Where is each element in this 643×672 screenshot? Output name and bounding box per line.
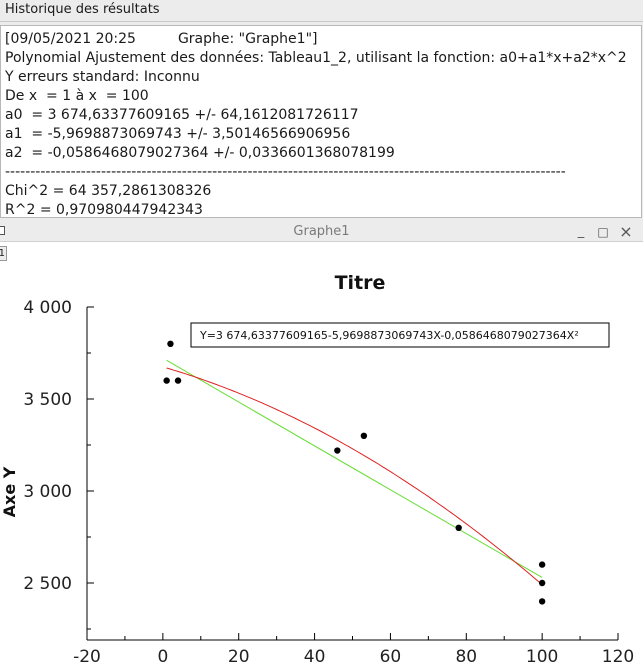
log-line-a1: a1 = -5,9698873069743 +/- 3,501465669069… xyxy=(5,126,351,142)
y-tick-label: 2 500 xyxy=(23,574,72,594)
y-axis-title: Axe Y xyxy=(0,466,19,517)
legend-equation: Y=3 674,63377609165-5,9698873069743X-0,0… xyxy=(199,329,579,342)
data-point xyxy=(538,561,546,568)
data-point xyxy=(455,524,462,531)
results-history-header: Historique des résultats xyxy=(0,0,643,22)
log-line-a0: a0 = 3 674,63377609165 +/- 64,1612081726… xyxy=(5,107,359,123)
data-point xyxy=(538,579,546,587)
minimize-button[interactable]: _ xyxy=(577,224,585,239)
data-point xyxy=(163,377,170,384)
x-tick-label: 0 xyxy=(157,647,168,667)
x-tick-label: 20 xyxy=(228,647,250,667)
results-history-title: Historique des résultats xyxy=(5,2,160,17)
graph-window: Graphe1 _ □ × 1 Titre Axe Y -20 0 20 40 60 80… xyxy=(0,222,643,672)
layer-button[interactable]: 1 xyxy=(0,246,7,261)
log-graph-ref: Graphe: "Graphe1"] xyxy=(177,31,318,47)
log-line-chi2: Chi^2 = 64 357,2861308326 xyxy=(5,183,212,199)
data-point xyxy=(538,598,546,605)
linear-fit-line xyxy=(166,359,543,578)
data-point xyxy=(174,377,182,384)
log-separator: ----------------------------------------… xyxy=(5,164,565,180)
y-tick-label: 4 000 xyxy=(23,298,72,318)
close-button[interactable]: × xyxy=(619,222,633,241)
log-line-errors: Y erreurs standard: Inconnu xyxy=(5,69,200,85)
window-menu-icon[interactable] xyxy=(0,226,5,235)
x-tick-label: 60 xyxy=(380,647,402,667)
graph-titlebar[interactable]: Graphe1 _ □ × xyxy=(0,222,643,242)
axes: -20 0 20 40 60 80 100 120 2 500 3 000 3 500 4 000 xyxy=(23,298,634,667)
log-line-method: Polynomial Ajustement des données: Table… xyxy=(5,50,627,66)
x-tick-label: -20 xyxy=(73,647,101,667)
graph-window-title: Graphe1 xyxy=(293,224,350,239)
x-tick-label: 40 xyxy=(304,647,326,667)
maximize-button[interactable]: □ xyxy=(597,225,609,239)
log-timestamp: [09/05/2021 20:25 xyxy=(5,31,136,47)
x-tick-label: 100 xyxy=(526,647,558,667)
chart-title: Titre xyxy=(335,272,386,294)
log-line-r2: R^2 = 0,970980447942343 xyxy=(5,202,203,218)
log-header-line: [09/05/2021 20:25 Graphe: "Graphe1"] xyxy=(5,30,641,49)
legend-box[interactable]: Y=3 674,63377609165-5,9698873069743X-0,0… xyxy=(190,322,610,348)
log-line-range: De x = 1 à x = 100 xyxy=(5,88,149,104)
series-layer xyxy=(163,340,546,605)
y-tick-label: 3 500 xyxy=(23,390,72,410)
polynomial-fit-curve xyxy=(166,367,543,585)
legend-frame xyxy=(190,322,610,348)
data-point xyxy=(360,432,368,439)
y-tick-label: 3 000 xyxy=(23,482,72,502)
data-point xyxy=(167,340,174,347)
plot-area[interactable]: Titre Axe Y -20 0 20 40 60 80 100 120 2 500 3 000… xyxy=(0,222,643,672)
log-line-a2: a2 = -0,0586468079027364 +/- 0,033660136… xyxy=(5,145,395,161)
results-log[interactable]: [09/05/2021 20:25 Graphe: "Graphe1"] Poly… xyxy=(0,25,642,218)
data-point xyxy=(334,447,341,454)
x-tick-label: 120 xyxy=(602,647,634,667)
x-tick-label: 80 xyxy=(455,647,477,667)
